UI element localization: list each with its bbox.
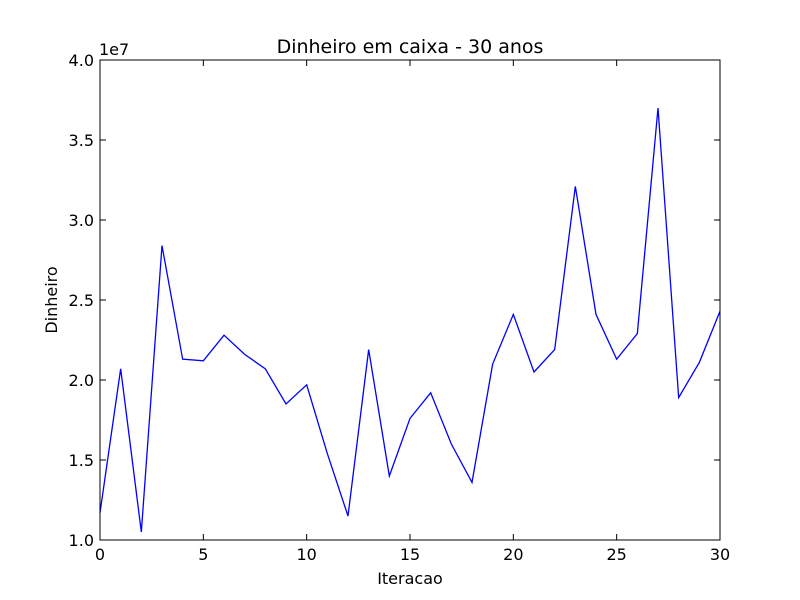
axis-ticks: 0 5 10 15 20 25 30 1.0 1.5 2.0 2.5 3.0 3.5 4.0 [69,51,731,564]
chart-title: Dinheiro em caixa - 30 anos [277,36,544,58]
x-tick-label: 0 [95,545,105,564]
x-tick-label: 15 [400,545,420,564]
y-tick-label: 4.0 [69,51,94,70]
x-axis-label: Iteracao [377,569,443,588]
y-axis-offset-label: 1e7 [99,40,129,59]
y-tick-label: 2.0 [69,371,94,390]
plot-area-frame [99,59,721,541]
x-tick-label: 20 [503,545,523,564]
x-tick-label: 30 [710,545,730,564]
series-group [99,107,721,533]
y-tick-label: 1.5 [69,451,94,470]
y-axis-label: Dinheiro [42,266,61,333]
y-tick-label: 1.0 [69,531,94,550]
y-tick-label: 3.0 [69,211,94,230]
y-tick-label: 2.5 [69,291,94,310]
y-tick-label: 3.5 [69,131,94,150]
x-tick-label: 10 [296,545,316,564]
x-tick-label: 25 [606,545,626,564]
series-line [99,107,721,533]
x-tick-label: 5 [198,545,208,564]
